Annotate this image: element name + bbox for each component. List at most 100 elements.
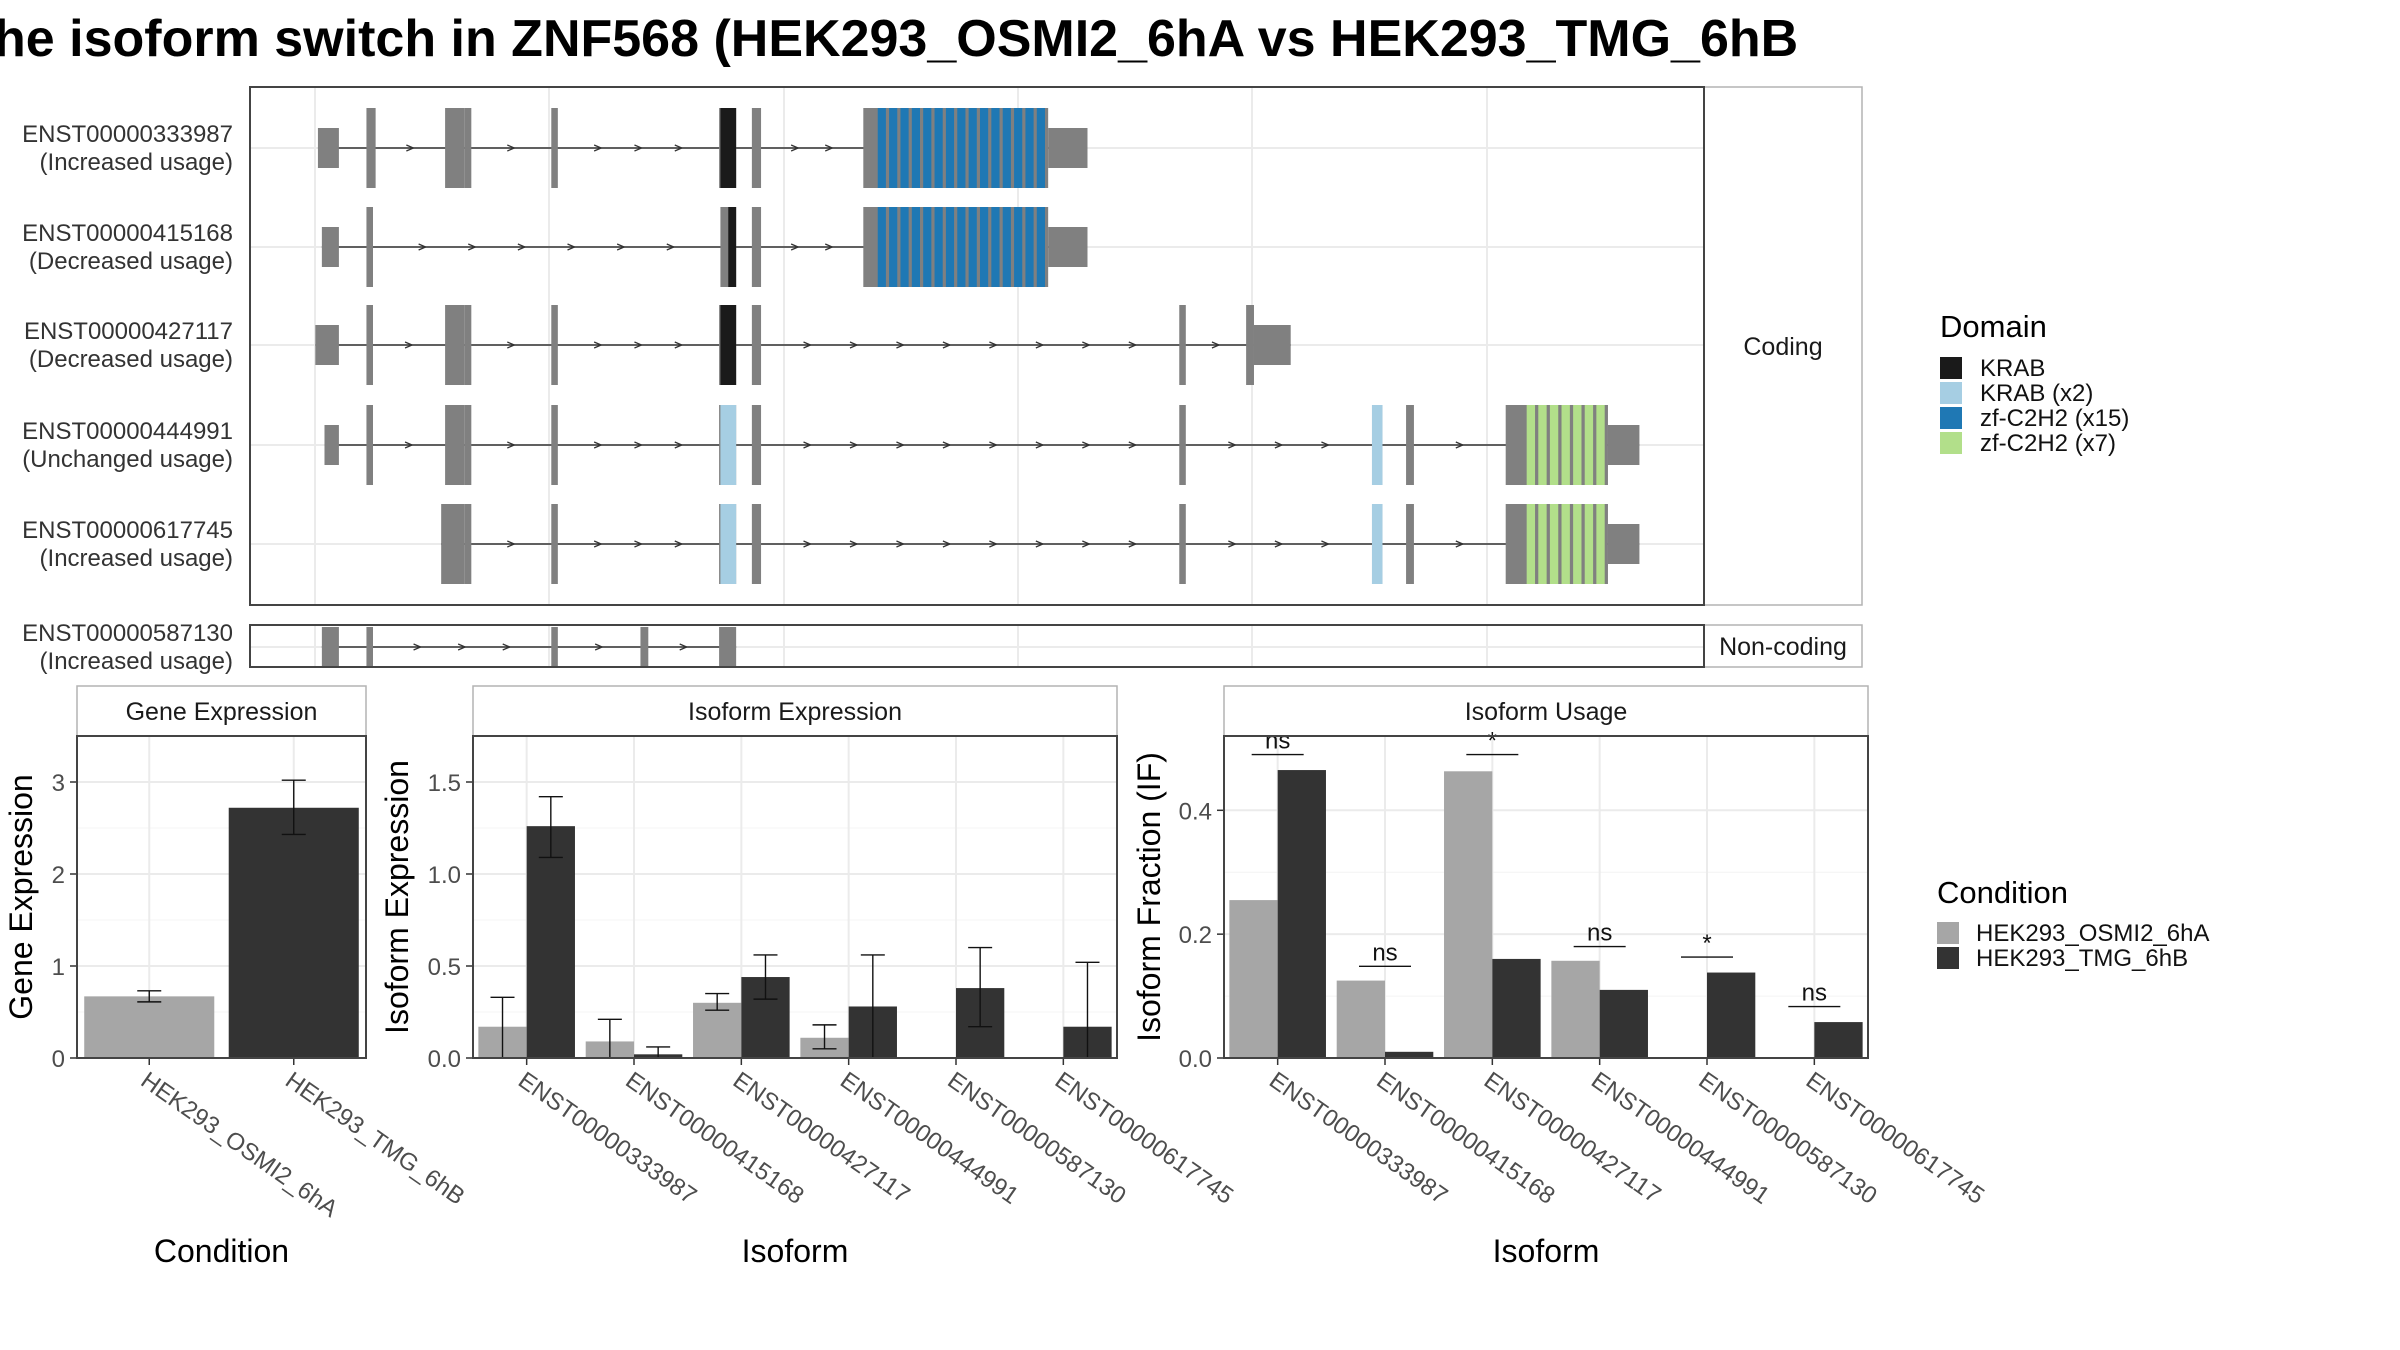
intron-arrow (1128, 441, 1138, 449)
y-tick-label: 1.5 (428, 770, 461, 797)
x-axis-title: Isoform (742, 1233, 849, 1269)
domain-krab (720, 405, 737, 485)
exon (1179, 405, 1186, 485)
exon (1406, 405, 1414, 485)
intron-arrow (803, 540, 813, 548)
intron-arrow (989, 341, 999, 349)
domain-zf-stripe (1584, 405, 1594, 485)
intron-arrow (989, 540, 999, 548)
panel-strip-label: Gene Expression (126, 698, 318, 726)
x-tick-label: ENST00000333987 (513, 1067, 701, 1210)
bar (1385, 1051, 1434, 1058)
panel-border (76, 735, 367, 1059)
intron-arrow (616, 243, 626, 251)
exon (366, 627, 373, 667)
intron-arrow (406, 144, 416, 152)
intron-arrow (1211, 341, 1221, 349)
intron-arrow (1128, 341, 1138, 349)
exon (551, 627, 558, 667)
intron-arrow (790, 144, 800, 152)
exon (317, 128, 339, 168)
domain-zf-stripe (877, 108, 886, 188)
intron-arrow (942, 341, 952, 349)
intron-arrow (1128, 540, 1138, 548)
intron-arrow (634, 144, 644, 152)
exon (366, 108, 376, 188)
intron-arrow (1035, 441, 1045, 449)
exon (321, 627, 339, 667)
exon (464, 108, 472, 188)
bar (1599, 989, 1648, 1058)
intron-arrow (674, 441, 684, 449)
domain-zf-stripe (1596, 504, 1605, 584)
domain-zf-stripe (1584, 504, 1594, 584)
x-tick-label: ENST00000587130 (1694, 1067, 1882, 1210)
domain-zf-stripe (1526, 405, 1536, 485)
domain-zf-stripe (968, 108, 977, 188)
bar (1492, 958, 1541, 1058)
isoform-id-label: ENST00000587130 (22, 620, 233, 647)
isoform-id-label: ENST00000333987 (22, 121, 233, 148)
bar (1814, 1022, 1863, 1058)
intron-arrow (666, 243, 676, 251)
intron-arrow (1082, 540, 1091, 548)
intron-arrow (674, 540, 684, 548)
intron-arrow (507, 341, 516, 349)
y-axis-title: Isoform Expression (379, 760, 415, 1034)
x-tick-label: ENST00000617745 (1050, 1067, 1238, 1210)
domain-legend-key (1940, 357, 1962, 379)
exon (1406, 504, 1414, 584)
exon (551, 305, 558, 385)
intron-arrow (896, 441, 906, 449)
intron-arrow (1082, 441, 1091, 449)
isoform-id-label: ENST00000617745 (22, 517, 233, 544)
y-tick-label: 0.4 (1179, 798, 1212, 825)
domain-legend-title: Domain (1940, 309, 2047, 344)
domain-krab (720, 305, 737, 385)
intron-arrow (824, 243, 834, 251)
intron-arrow (507, 144, 516, 152)
intron-arrow (567, 243, 577, 251)
intron-arrow (674, 144, 684, 152)
significance-label: ns (1265, 728, 1290, 755)
intron-arrow (593, 540, 603, 548)
intron-arrow (634, 540, 644, 548)
isoform-usage-label: (Decreased usage) (29, 346, 233, 373)
exon (751, 207, 762, 287)
domain-zf-stripe (934, 207, 943, 287)
intron-arrow (507, 441, 516, 449)
intron-arrow (1455, 441, 1465, 449)
panel-border (472, 735, 1118, 1059)
domain-krab (1371, 504, 1383, 584)
exon (551, 504, 558, 584)
condition-legend-label: HEK293_TMG_6hB (1976, 945, 2188, 972)
domain-zf-stripe (877, 207, 886, 287)
intron-arrow (942, 441, 952, 449)
exon (1048, 128, 1088, 168)
exon (1179, 305, 1186, 385)
x-axis-title: Isoform (1493, 1233, 1600, 1269)
domain-zf-stripe (1549, 405, 1559, 485)
facet-label: Coding (1743, 333, 1822, 361)
intron-arrow (594, 643, 604, 651)
isoform-id-label: ENST00000427117 (24, 318, 233, 345)
panel-strip (1223, 685, 1869, 737)
x-tick-label: ENST00000587130 (943, 1067, 1131, 1210)
panel-strip-label: Isoform Expression (688, 698, 902, 726)
intron-arrow (404, 341, 414, 349)
domain-legend-key (1940, 382, 1962, 404)
exon (464, 504, 472, 584)
exon (366, 207, 373, 287)
domain-krab (1371, 405, 1383, 485)
domain-zf-stripe (1573, 504, 1582, 584)
y-tick-label: 0.5 (428, 954, 461, 981)
domain-zf-stripe (1561, 405, 1570, 485)
bar (84, 996, 215, 1058)
intron-arrow (517, 243, 527, 251)
x-tick-label: ENST00000427117 (728, 1067, 915, 1209)
domain-zf-stripe (923, 108, 932, 188)
exon (445, 305, 465, 385)
bar (1229, 900, 1278, 1058)
domain-krab (720, 504, 737, 584)
